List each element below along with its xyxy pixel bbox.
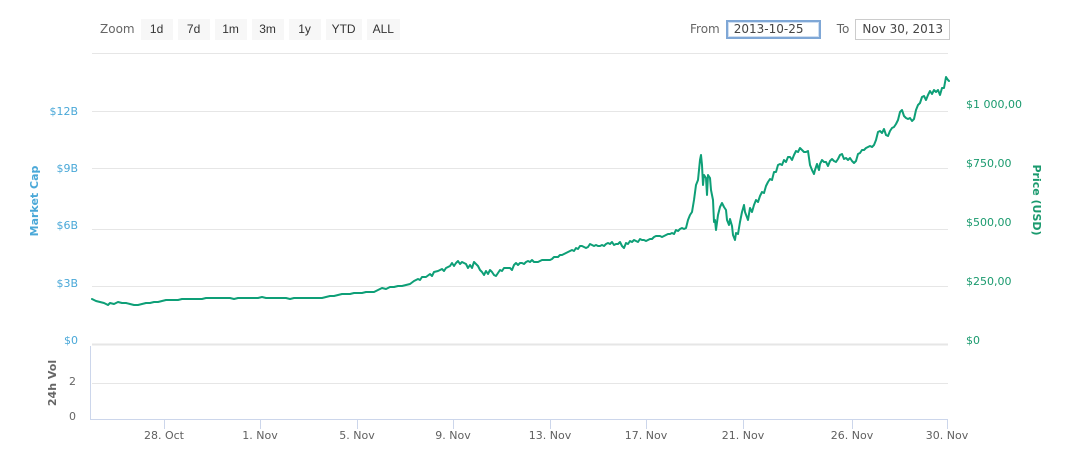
- volume-pane: [90, 346, 948, 420]
- from-label: From: [690, 22, 720, 36]
- x-tick-label: 13. Nov: [529, 429, 572, 442]
- price-axis-title: Price (USD): [1030, 164, 1043, 235]
- volume-tick: 2: [69, 375, 76, 388]
- y-left-tick: $3B: [56, 277, 78, 290]
- to-date-input[interactable]: Nov 30, 2013: [855, 18, 951, 40]
- zoom-3m-button[interactable]: 3m: [251, 18, 284, 40]
- main-gridlines: [92, 53, 948, 287]
- y-left-tick: $9B: [56, 162, 78, 175]
- zoom-1d-button[interactable]: 1d: [140, 18, 173, 40]
- y-right-tick: $750,00: [966, 157, 1012, 170]
- zoom-label: Zoom: [100, 22, 135, 36]
- zoom-toolbar: Zoom 1d 7d 1m 3m 1y YTD ALL: [100, 18, 405, 40]
- volume-axis-title: 24h Vol: [46, 360, 59, 406]
- x-tick-label: 9. Nov: [435, 429, 471, 442]
- price-line: [91, 76, 950, 306]
- x-tick-label: 28. Oct: [144, 429, 185, 442]
- volume-tick: 0: [69, 410, 76, 423]
- y-right-tick: $0: [966, 334, 980, 347]
- from-date-input[interactable]: 2013-10-25: [725, 19, 821, 39]
- x-tick-label: 26. Nov: [831, 429, 874, 442]
- y-left-tick: $6B: [56, 219, 78, 232]
- x-axis-ticks: [164, 419, 948, 429]
- x-tick-label: 21. Nov: [722, 429, 765, 442]
- x-tick-label: 1. Nov: [242, 429, 278, 442]
- to-label: To: [836, 22, 850, 36]
- y-right-tick: $1 000,00: [966, 98, 1022, 111]
- zoom-all-button[interactable]: ALL: [366, 18, 400, 40]
- x-axis-labels: 28. Oct 1. Nov 5. Nov 9. Nov 13. Nov 17.…: [144, 429, 969, 442]
- y-right-tick: $250,00: [966, 275, 1012, 288]
- date-range-selector: From 2013-10-25 To Nov 30, 2013: [690, 18, 951, 40]
- x-tick-label: 17. Nov: [625, 429, 668, 442]
- x-tick-label: 30. Nov: [926, 429, 969, 442]
- market-cap-axis-title: Market Cap: [28, 166, 41, 237]
- zoom-1y-button[interactable]: 1y: [288, 18, 321, 40]
- zoom-1m-button[interactable]: 1m: [214, 18, 247, 40]
- volume-axis: 2 0: [69, 375, 76, 423]
- zoom-ytd-button[interactable]: YTD: [325, 18, 362, 40]
- zoom-7d-button[interactable]: 7d: [177, 18, 210, 40]
- price-axis: $1 000,00 $750,00 $500,00 $250,00 $0: [966, 98, 1022, 347]
- market-cap-axis: $12B $9B $6B $3B $0: [49, 105, 78, 347]
- y-right-tick: $500,00: [966, 216, 1012, 229]
- x-tick-label: 5. Nov: [339, 429, 375, 442]
- y-left-tick: $12B: [49, 105, 78, 118]
- y-left-tick: $0: [64, 334, 78, 347]
